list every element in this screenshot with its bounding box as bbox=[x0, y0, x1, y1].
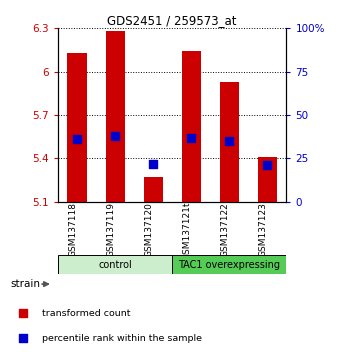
Text: GSM137123: GSM137123 bbox=[258, 202, 267, 257]
Point bbox=[189, 135, 194, 141]
Text: control: control bbox=[98, 259, 132, 270]
Text: GSM137121t: GSM137121t bbox=[182, 202, 191, 260]
Bar bbox=[58, 255, 172, 274]
Point bbox=[113, 133, 118, 139]
Text: transformed count: transformed count bbox=[42, 309, 131, 318]
Point bbox=[20, 335, 26, 341]
Text: strain: strain bbox=[10, 279, 40, 289]
Text: TAC1 overexpressing: TAC1 overexpressing bbox=[178, 259, 280, 270]
Text: GSM137118: GSM137118 bbox=[68, 202, 77, 257]
Point bbox=[227, 138, 232, 144]
Point bbox=[150, 161, 156, 166]
Text: percentile rank within the sample: percentile rank within the sample bbox=[42, 333, 202, 343]
Bar bbox=[144, 177, 163, 202]
Bar bbox=[172, 255, 286, 274]
Text: GSM137122: GSM137122 bbox=[220, 202, 229, 257]
Bar bbox=[182, 51, 201, 202]
Point bbox=[20, 310, 26, 316]
Point bbox=[74, 137, 80, 142]
Title: GDS2451 / 259573_at: GDS2451 / 259573_at bbox=[107, 14, 237, 27]
Point bbox=[265, 162, 270, 168]
Bar bbox=[258, 157, 277, 202]
Bar bbox=[220, 82, 239, 202]
Text: GSM137120: GSM137120 bbox=[144, 202, 153, 257]
Text: GSM137119: GSM137119 bbox=[106, 202, 115, 257]
Bar bbox=[68, 53, 87, 202]
Bar bbox=[106, 31, 124, 202]
